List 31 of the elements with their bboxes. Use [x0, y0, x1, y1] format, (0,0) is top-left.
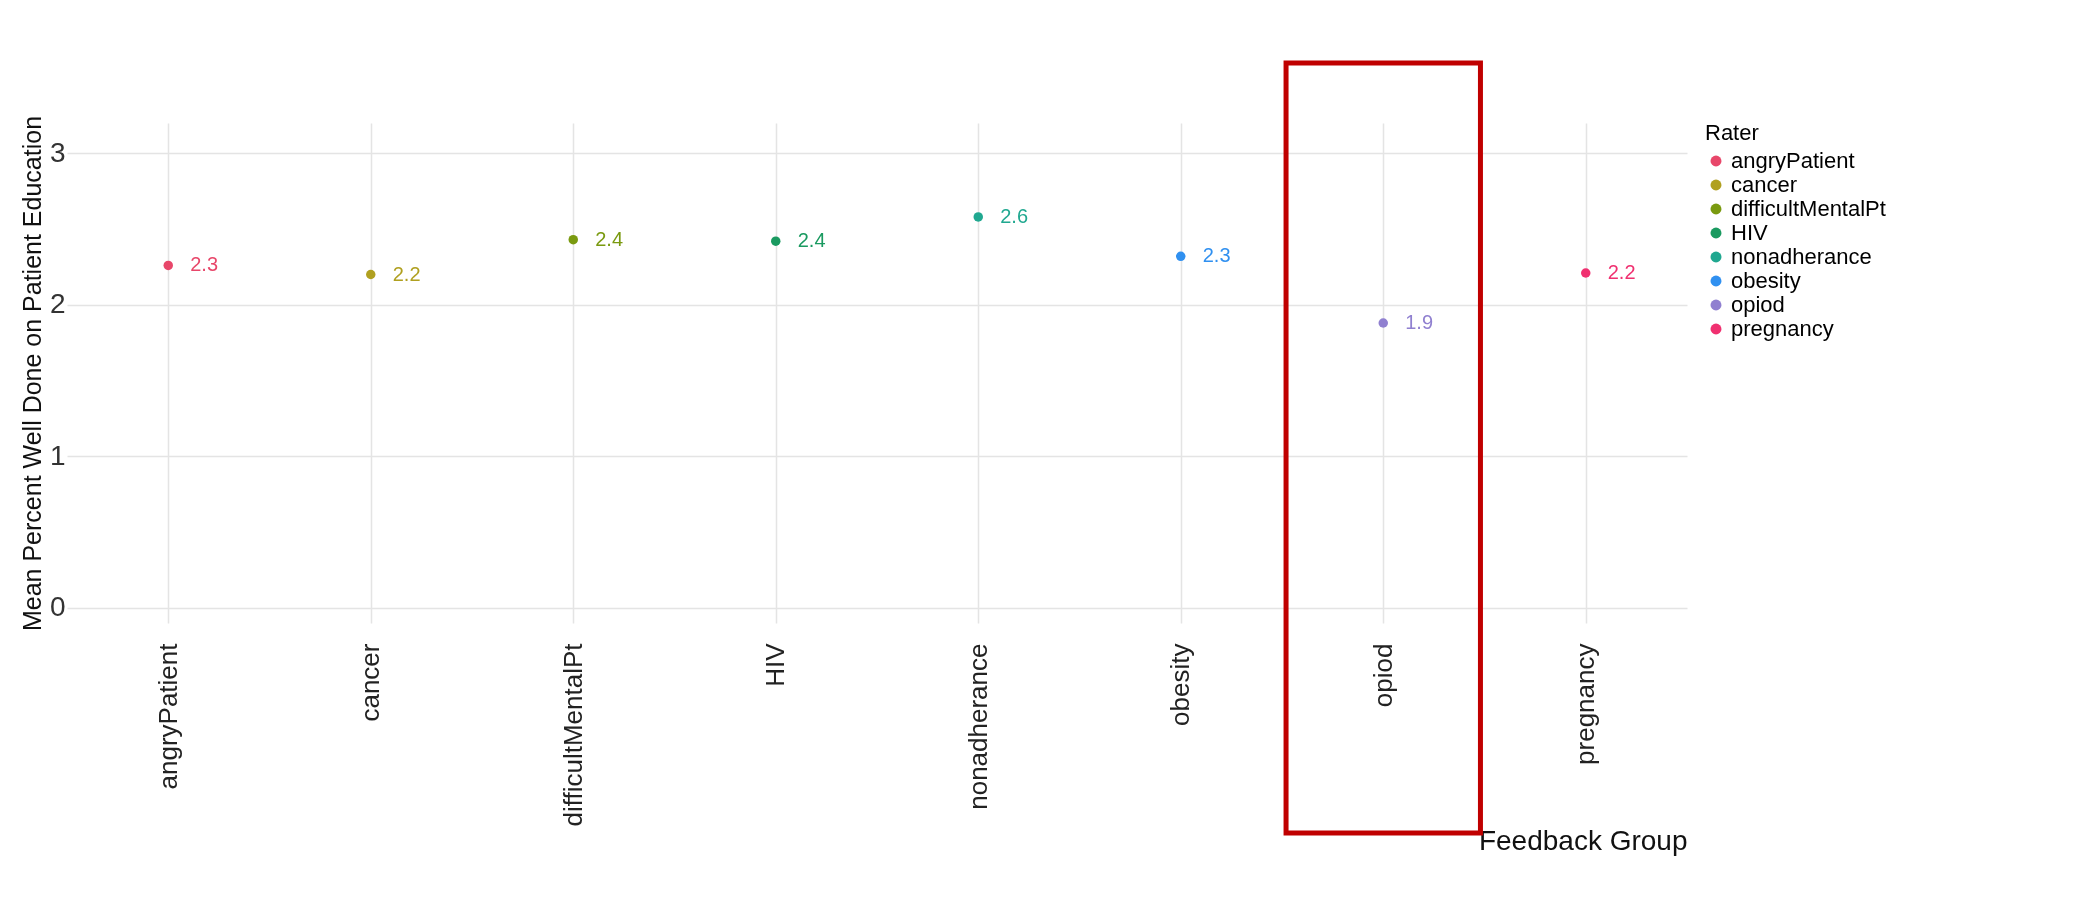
data-label: 2.3 [1202, 244, 1231, 267]
x-tick-label: cancer [355, 643, 386, 722]
x-tick-label: pregnancy [1570, 643, 1601, 765]
legend-title: Rater [1705, 120, 1759, 145]
legend-label: angryPatient [1731, 148, 1855, 173]
x-tick-label: nonadherance [962, 643, 993, 810]
data-label: 2.4 [797, 229, 826, 252]
x-tick-label: HIV [760, 642, 791, 687]
x-tick-label: opiod [1367, 643, 1398, 708]
data-label: 2.4 [595, 227, 624, 250]
legend-label: pregnancy [1731, 316, 1834, 341]
y-tick-label: 3 [49, 136, 66, 168]
y-tick-label: 2 [49, 288, 66, 320]
x-axis-title: Feedback Group [1478, 824, 1688, 856]
y-tick-label: 0 [49, 591, 66, 623]
legend-label: HIV [1731, 220, 1768, 245]
legend-label: cancer [1731, 172, 1798, 197]
data-label: 2.6 [1000, 204, 1029, 227]
legend-label: difficultMentalPt [1731, 196, 1886, 221]
data-label: 2.2 [1607, 261, 1636, 283]
legend-label: obesity [1731, 268, 1801, 293]
x-tick-label: angryPatient [152, 642, 183, 790]
y-axis-title: Mean Percent Well Done on Patient Education [17, 115, 46, 632]
x-tick-label: difficultMentalPt [557, 642, 588, 827]
data-label: 1.9 [1405, 311, 1434, 333]
data-label: 2.3 [190, 253, 219, 276]
x-tick-label: obesity [1165, 643, 1196, 726]
y-tick-label: 1 [49, 439, 66, 471]
legend-label: nonadherance [1731, 244, 1872, 269]
data-label: 2.2 [392, 262, 421, 285]
legend-label: opiod [1731, 292, 1785, 317]
